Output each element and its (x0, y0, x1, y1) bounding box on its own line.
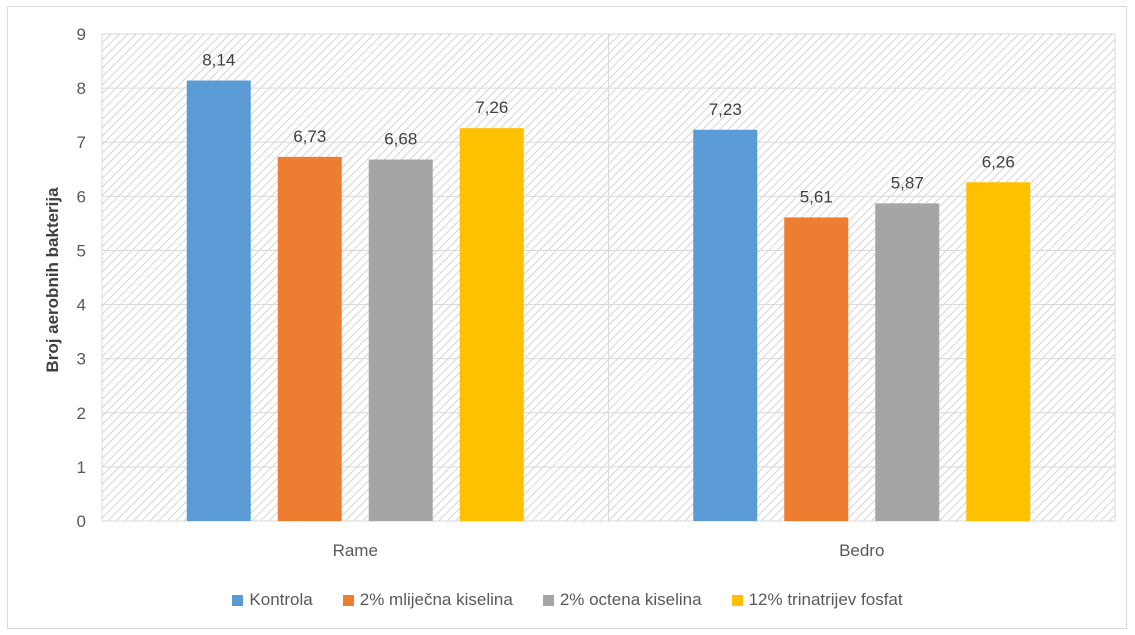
bar (693, 129, 758, 521)
x-tick-label: Rame (333, 541, 378, 560)
data-label: 7,26 (475, 98, 508, 117)
y-tick-label: 5 (77, 241, 86, 260)
legend-item: 12% trinatrijev fosfat (731, 590, 903, 610)
y-axis-title: Broj aerobnih bakterija (43, 187, 62, 373)
gridlines (102, 33, 1115, 522)
data-label: 7,23 (709, 100, 742, 119)
bar (368, 159, 433, 521)
y-tick-label: 1 (77, 458, 86, 477)
data-label: 8,14 (202, 51, 235, 70)
legend-label: 2% mliječna kiselina (359, 590, 513, 609)
axes: 0 1 2 3 4 5 6 7 8 9 Rame Bedro (77, 25, 885, 560)
x-tick-label: Bedro (839, 541, 884, 560)
data-labels: 8,14 6,73 6,68 7,26 7,23 5,61 5,87 6,26 (202, 51, 1015, 207)
legend-item: 2% mliječna kiselina (342, 590, 513, 610)
bar (784, 217, 849, 522)
bars (186, 80, 1031, 522)
legend-item: 2% octena kiselina (542, 590, 702, 610)
legend: Kontrola 2% mliječna kiselina 2% octena ki… (0, 590, 1135, 610)
legend-swatch (342, 594, 354, 606)
data-label: 6,26 (982, 152, 1015, 171)
bar (459, 128, 524, 522)
data-label: 6,68 (384, 130, 417, 149)
data-label: 6,73 (293, 127, 326, 146)
bar (875, 203, 940, 521)
y-tick-label: 0 (77, 512, 86, 531)
legend-label: Kontrola (249, 590, 313, 609)
y-tick-label: 3 (77, 350, 86, 369)
data-label: 5,87 (891, 173, 924, 192)
legend-swatch (731, 594, 743, 606)
y-tick-label: 7 (77, 133, 86, 152)
bar (186, 80, 251, 521)
y-tick-label: 2 (77, 404, 86, 423)
y-tick-label: 4 (77, 296, 86, 315)
bar (277, 156, 342, 522)
bar (966, 182, 1031, 521)
legend-label: 2% octena kiselina (559, 590, 702, 609)
y-tick-label: 9 (77, 25, 86, 44)
y-tick-label: 6 (77, 187, 86, 206)
legend-item: Kontrola (232, 590, 313, 610)
y-tick-label: 8 (77, 79, 86, 98)
legend-swatch (232, 594, 244, 606)
legend-swatch (542, 594, 554, 606)
data-label: 5,61 (800, 187, 833, 206)
legend-label: 12% trinatrijev fosfat (748, 590, 903, 609)
